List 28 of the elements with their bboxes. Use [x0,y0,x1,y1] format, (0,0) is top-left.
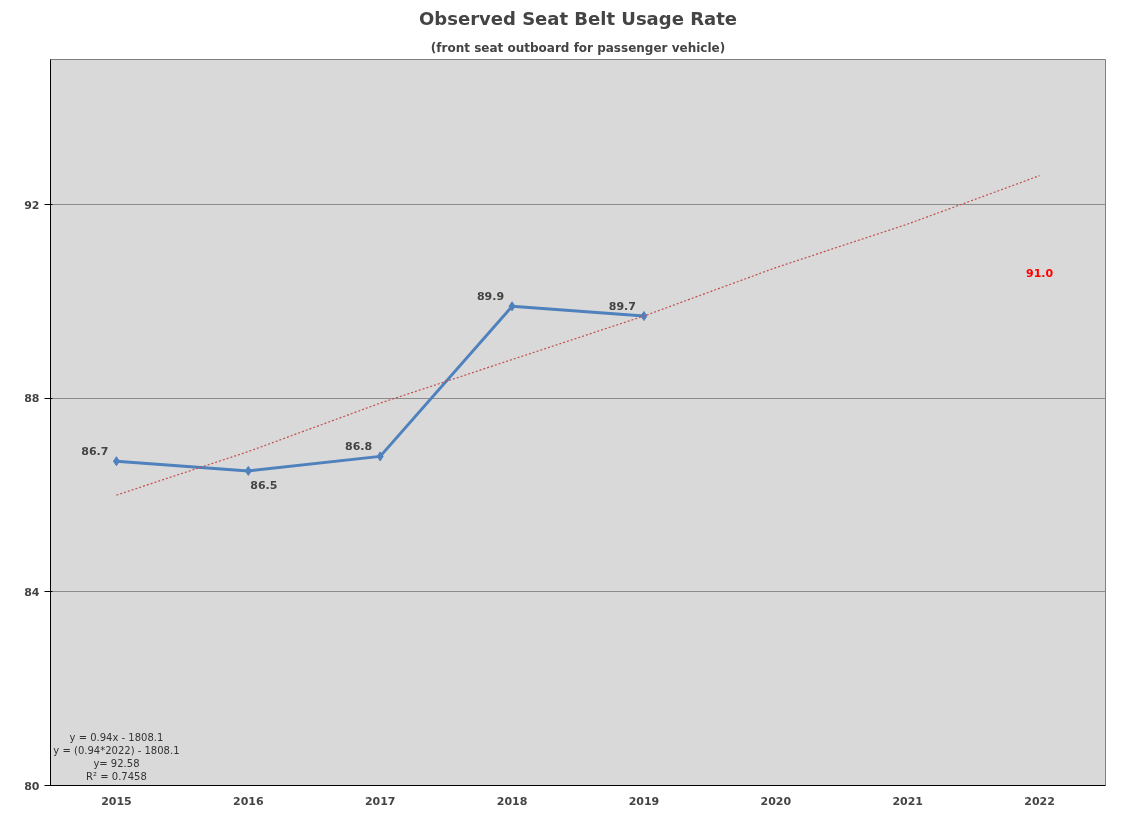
y-tick-label: 84 [24,585,40,599]
annotation: y= 92.58 [93,757,140,769]
annotation: R² = 0.7458 [86,770,147,782]
data-label: 89.9 [476,290,505,304]
y-tick-label: 80 [24,779,40,793]
data-label: 86.7 [81,445,109,459]
point [508,301,516,312]
x-tick-label: 2018 [496,794,528,808]
x-tick-label: 2021 [892,794,923,808]
annotation: y = 0.94x - 1808.1 [69,731,164,743]
chart-subtitle: (front seat outboard for passenger vehicle) [430,40,726,55]
y-tick-label: 88 [24,392,40,406]
data-label: 89.7 [608,300,636,314]
annotation: 91.0 [1025,267,1054,281]
x-tick-label: 2019 [628,794,660,808]
annotation: y = (0.94*2022) - 1808.1 [53,744,180,756]
x-tick-label: 2020 [760,794,792,808]
point [112,456,120,467]
x-tick-label: 2015 [101,794,132,808]
chart-title: Observed Seat Belt Usage Rate [419,7,737,29]
data-label: 86.8 [345,440,373,454]
y-tick-label: 92 [24,198,40,212]
point [376,451,384,462]
data-label: 86.5 [250,478,278,492]
x-tick-label: 2022 [1024,794,1055,808]
x-tick-label: 2016 [233,794,264,808]
point [244,465,252,476]
x-tick-label: 2017 [364,794,396,808]
